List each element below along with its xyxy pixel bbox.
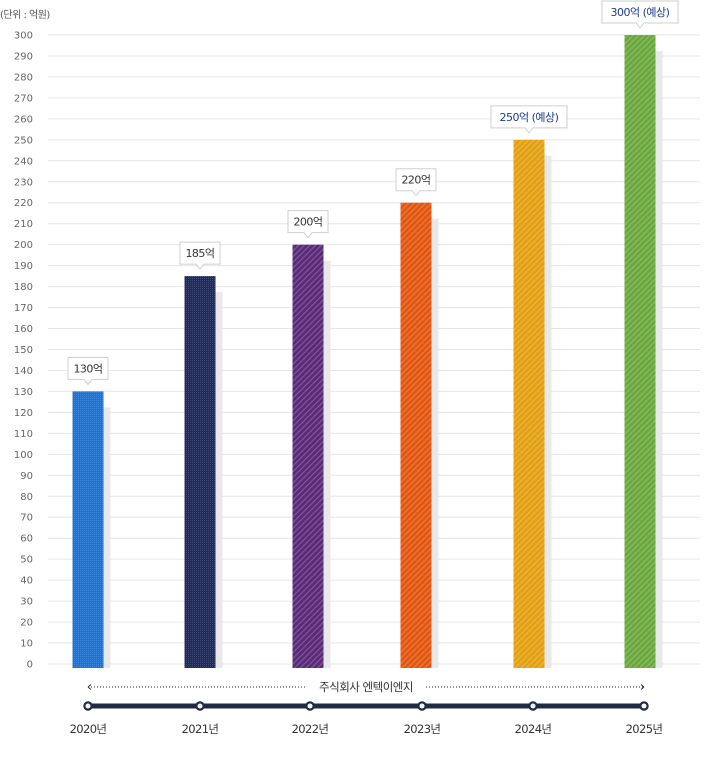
data-label: 200억 xyxy=(293,216,322,229)
y-tick-label: 140 xyxy=(14,366,33,377)
bar-texture xyxy=(513,139,545,669)
y-tick-label: 100 xyxy=(14,450,33,461)
y-tick-label: 0 xyxy=(27,660,33,671)
callout-box xyxy=(395,168,437,197)
y-tick-label: 200 xyxy=(14,240,33,251)
data-label: 220억 xyxy=(401,174,430,187)
y-tick-label: 40 xyxy=(20,576,33,587)
bar-texture xyxy=(292,244,324,668)
y-tick-label: 290 xyxy=(14,51,33,62)
y-tick-label: 70 xyxy=(20,513,33,524)
timeline-dot xyxy=(305,701,315,711)
x-tick-label: 2023년 xyxy=(404,722,441,736)
callout-box xyxy=(490,105,568,134)
y-tick-label: 110 xyxy=(14,429,33,440)
data-label-callout: 250억 (예상) xyxy=(490,105,568,134)
callout-box xyxy=(67,356,109,386)
x-tick-label: 2020년 xyxy=(70,722,107,736)
y-tick-label: 270 xyxy=(14,93,33,104)
callout-box xyxy=(287,210,329,239)
company-label: 주식회사 엔텍이엔지 xyxy=(319,680,413,694)
y-tick-label: 300 xyxy=(14,31,33,42)
callout-box xyxy=(601,0,679,29)
data-label-callout: 200억 xyxy=(287,210,329,239)
y-tick-label: 280 xyxy=(14,72,33,83)
data-label: 300억 (예상) xyxy=(611,6,670,19)
timeline-dot xyxy=(195,701,205,711)
timeline-dot xyxy=(83,701,93,711)
arrow-left-icon xyxy=(87,684,92,690)
data-label: 250억 (예상) xyxy=(500,111,559,124)
y-tick-label: 180 xyxy=(14,282,33,293)
y-tick-label: 20 xyxy=(20,618,33,629)
timeline-dot xyxy=(417,701,427,711)
y-tick-label: 80 xyxy=(20,492,33,503)
y-tick-label: 220 xyxy=(14,198,33,209)
callout-box xyxy=(179,241,221,270)
y-tick-label: 10 xyxy=(20,639,33,650)
x-tick-label: 2024년 xyxy=(515,722,552,736)
y-tick-label: 50 xyxy=(20,555,33,566)
bar-texture xyxy=(184,276,216,668)
y-tick-label: 250 xyxy=(14,135,33,146)
data-label-callout: 300억 (예상) xyxy=(601,0,679,29)
unit-label: (단위 : 억원) xyxy=(0,10,50,21)
y-tick-label: 30 xyxy=(20,597,33,608)
y-tick-label: 260 xyxy=(14,114,33,125)
y-tick-label: 190 xyxy=(14,261,33,272)
data-label-callout: 130억 xyxy=(67,356,109,386)
y-tick-label: 90 xyxy=(20,471,33,482)
bar-texture xyxy=(624,35,656,668)
x-tick-label: 2021년 xyxy=(182,722,219,736)
data-label: 185억 xyxy=(185,247,214,260)
y-tick-label: 210 xyxy=(14,219,33,230)
y-tick-label: 150 xyxy=(14,345,33,356)
y-tick-label: 130 xyxy=(14,387,33,398)
x-tick-label: 2022년 xyxy=(292,722,329,736)
data-label: 130억 xyxy=(73,362,102,375)
data-label-callout: 220억 xyxy=(395,168,437,197)
timeline-dot xyxy=(639,701,649,711)
y-tick-label: 120 xyxy=(14,408,33,419)
y-tick-label: 60 xyxy=(20,534,33,545)
y-tick-label: 160 xyxy=(14,324,33,335)
bar-texture xyxy=(400,202,432,668)
y-tick-label: 170 xyxy=(14,303,33,314)
arrow-right-icon xyxy=(640,684,645,690)
bar-texture xyxy=(72,391,104,668)
y-tick-label: 240 xyxy=(14,156,33,167)
data-label-callout: 185억 xyxy=(179,241,221,270)
timeline-dot xyxy=(528,701,538,711)
y-tick-label: 230 xyxy=(14,177,33,188)
x-tick-label: 2025년 xyxy=(626,722,663,736)
